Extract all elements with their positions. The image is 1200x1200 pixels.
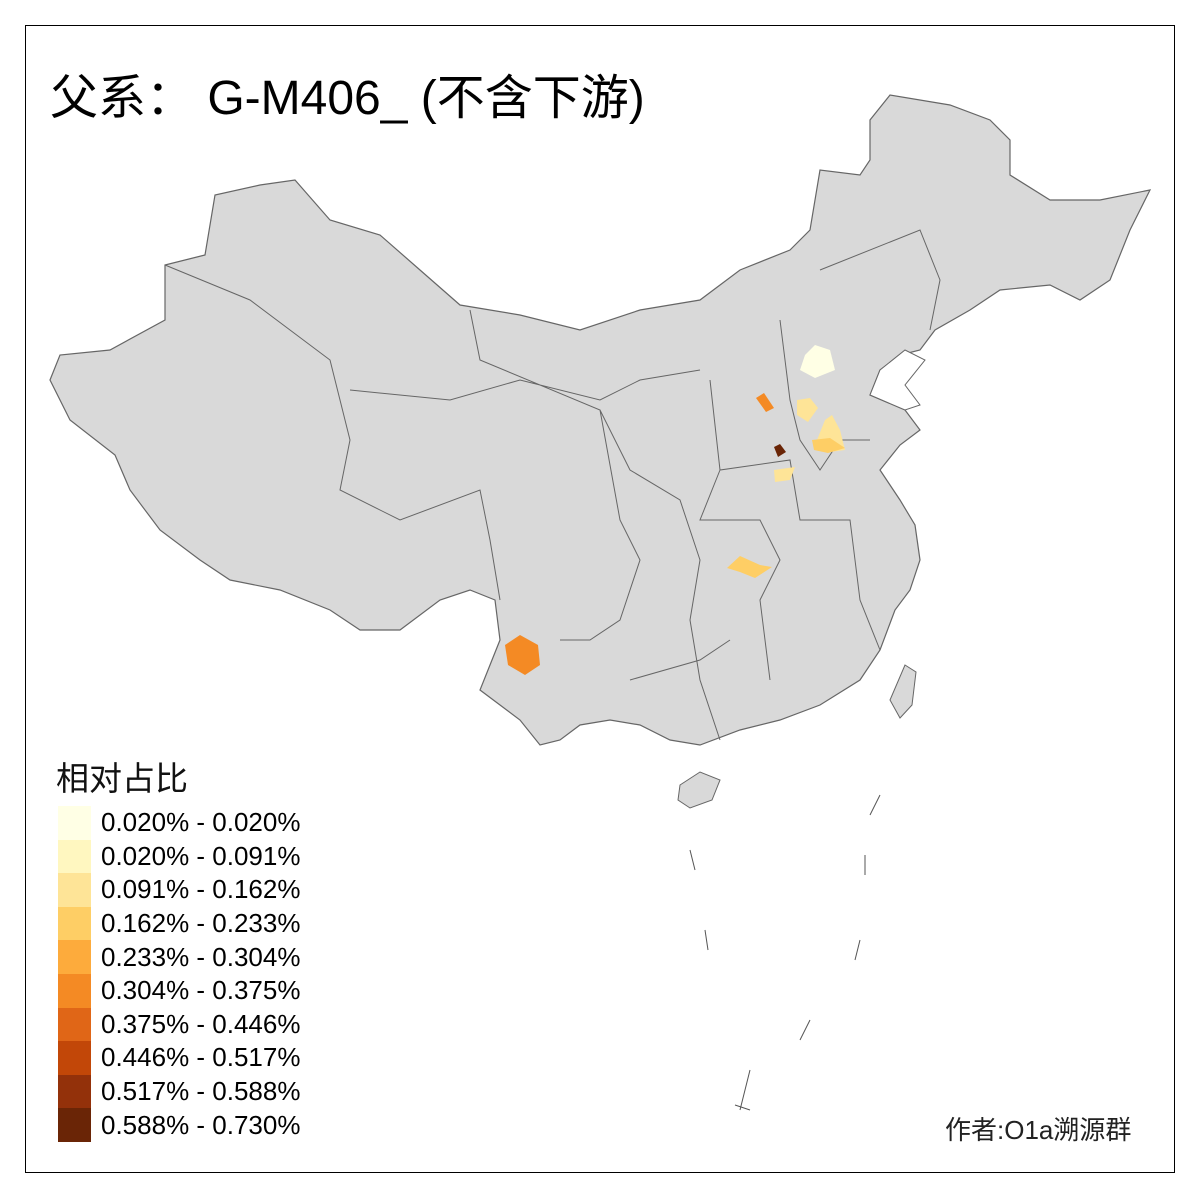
taiwan	[889, 664, 917, 719]
legend-item: 0.233% - 0.304%	[58, 940, 300, 974]
legend-item: 0.375% - 0.446%	[58, 1007, 301, 1042]
legend-label: 0.304% - 0.375%	[101, 975, 301, 1006]
region-hebei-region	[797, 398, 818, 422]
region-shanxi-region	[756, 393, 774, 412]
legend-swatch	[58, 1108, 91, 1142]
legend: 0.020% - 0.020% 0.020% - 0.091% 0.091% - 0…	[58, 806, 300, 1142]
hainan	[677, 771, 721, 809]
legend-item: 0.162% - 0.233%	[58, 906, 301, 941]
legend-title: 相对占比	[56, 760, 188, 797]
legend-label: 0.162% - 0.233%	[101, 908, 301, 939]
legend-swatch	[58, 1007, 91, 1042]
legend-swatch	[58, 906, 91, 941]
region-hubei-region	[727, 556, 772, 578]
legend-swatch	[58, 973, 91, 1008]
legend-swatch	[58, 806, 91, 840]
legend-item: 0.446% - 0.517%	[58, 1041, 300, 1075]
legend-label: 0.020% - 0.020%	[101, 807, 301, 838]
legend-swatch	[58, 839, 91, 874]
legend-item: 0.304% - 0.375%	[58, 973, 301, 1008]
legend-label: 0.020% - 0.091%	[101, 840, 301, 871]
author-credit: 作者:O1a溯源群	[945, 1115, 1132, 1145]
legend-item: 0.091% - 0.162%	[58, 873, 300, 907]
legend-label: 0.091% - 0.162%	[101, 874, 301, 905]
figure-frame	[25, 25, 1175, 1173]
legend-item: 0.020% - 0.091%	[58, 839, 301, 874]
region-handan-region	[774, 444, 786, 457]
legend-swatch	[58, 1074, 91, 1109]
region-henan-north-region	[774, 467, 795, 482]
legend-item: 0.588% - 0.730%	[58, 1108, 300, 1142]
region-yunnan-region	[505, 635, 540, 675]
bohai-sea	[869, 349, 926, 411]
region-shandong-border-region-south	[812, 438, 845, 453]
china-mainland	[49, 94, 1152, 746]
legend-item: 0.020% - 0.020%	[58, 806, 300, 840]
legend-label: 0.446% - 0.517%	[101, 1042, 301, 1073]
legend-label: 0.517% - 0.588%	[101, 1076, 301, 1107]
legend-swatch	[58, 1041, 91, 1075]
south-china-sea-islands	[689, 794, 881, 1111]
legend-swatch	[58, 873, 91, 907]
map-title: 父系： G-M406_ (不含下游)	[50, 72, 645, 125]
legend-swatch	[58, 940, 91, 974]
legend-label: 0.233% - 0.304%	[101, 941, 301, 972]
province-borders	[164, 229, 941, 741]
legend-label: 0.588% - 0.730%	[101, 1109, 301, 1140]
legend-item: 0.517% - 0.588%	[58, 1074, 301, 1109]
region-beijing	[800, 345, 835, 378]
legend-label: 0.375% - 0.446%	[101, 1008, 301, 1039]
